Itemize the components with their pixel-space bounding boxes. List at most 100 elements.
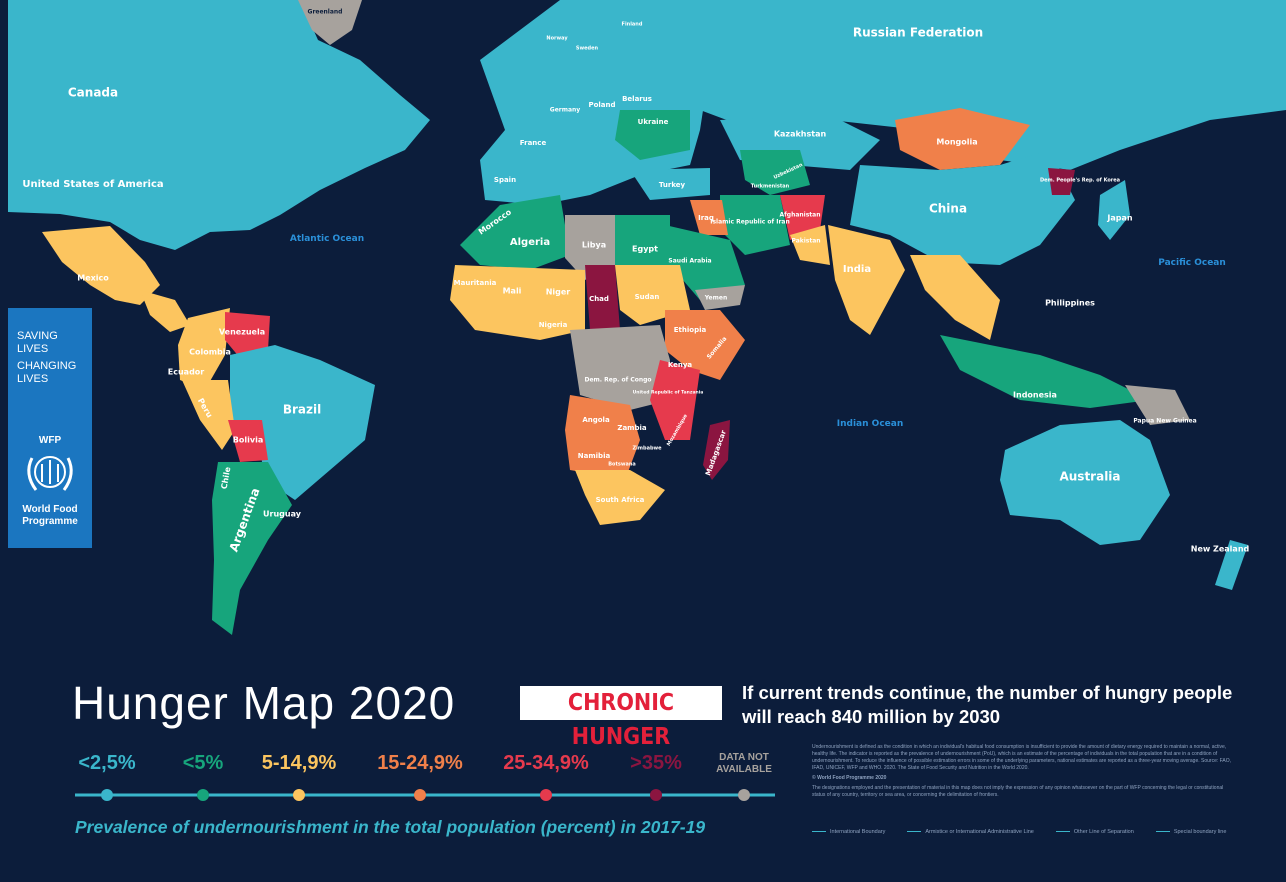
land — [695, 285, 745, 310]
world-map: Atlantic Ocean Pacific Ocean Indian Ocea… — [8, 0, 1286, 635]
land — [230, 345, 375, 500]
country-label: Libya — [582, 241, 606, 250]
land — [228, 420, 268, 462]
legend-label: <5% — [182, 752, 224, 774]
land — [575, 470, 665, 525]
land — [790, 225, 830, 265]
logo-text: WFP — [38, 435, 62, 446]
land — [665, 225, 745, 300]
country-label: Finland — [622, 22, 643, 28]
country-label: France — [520, 139, 547, 147]
country-label: New Zealand — [1191, 545, 1250, 554]
country-label: Kazakhstan — [774, 130, 827, 139]
land — [703, 420, 730, 480]
country-label: China — [929, 202, 967, 216]
country-label: United Republic of Tanzania — [633, 390, 704, 396]
country-label: Angola — [582, 416, 610, 424]
country-label: Iraq — [698, 214, 714, 222]
country-label: Australia — [1059, 470, 1120, 484]
country-label: Chile — [220, 466, 233, 490]
land — [615, 215, 670, 265]
boundary-type: Other Line of Separation — [1056, 829, 1134, 835]
tagline: If current trends continue, the number o… — [742, 682, 1233, 727]
country-label: Belarus — [622, 95, 652, 103]
land — [910, 255, 1000, 340]
country-label: United States of America — [22, 179, 163, 190]
legend-dot — [540, 789, 552, 801]
land — [700, 0, 1286, 170]
country-label: Poland — [588, 101, 615, 109]
land — [570, 325, 670, 410]
org-name: World Food Programme — [22, 504, 78, 527]
country-label: Afghanistan — [780, 212, 821, 219]
country-label: Ethiopia — [674, 326, 707, 334]
legend-label: >35% — [630, 752, 682, 774]
land — [690, 200, 728, 235]
country-label: India — [843, 264, 871, 275]
country-label: Ecuador — [168, 368, 205, 377]
land — [650, 360, 700, 440]
country-label: Colombia — [189, 348, 231, 357]
land — [1125, 385, 1190, 425]
country-label: Zimbabwe — [632, 446, 662, 452]
title: Hunger Map 2020 — [72, 677, 456, 729]
country-label: Sudan — [635, 293, 660, 301]
country-label: Mauritania — [454, 279, 497, 287]
country-label: Uruguay — [263, 510, 302, 519]
country-label: Islamic Republic of Iran — [710, 219, 790, 226]
ocean-label: Atlantic Ocean — [290, 234, 364, 244]
note: Undernourishment is defined as the condi… — [812, 744, 1232, 771]
legend-dot — [738, 789, 750, 801]
country-label: Pakistan — [791, 238, 820, 245]
country-label: Botswana — [608, 462, 636, 468]
country-label: Turkmenistan — [751, 184, 790, 190]
land — [1000, 420, 1170, 545]
land — [828, 225, 905, 335]
country-label: Mexico — [77, 274, 109, 283]
country-label: Ukraine — [638, 118, 669, 126]
land — [8, 0, 430, 250]
land — [850, 150, 1075, 265]
land — [585, 265, 620, 330]
country-label: Indonesia — [1013, 391, 1057, 400]
legend-label: DATA NOT AVAILABLE — [716, 752, 772, 775]
country-label: Saudi Arabia — [668, 258, 711, 265]
land — [460, 195, 570, 270]
ocean-label: Pacific Ocean — [1158, 258, 1226, 268]
land — [720, 195, 790, 255]
country-label: Philippines — [1045, 299, 1095, 308]
country-label: Kenya — [668, 361, 693, 369]
land — [630, 168, 710, 200]
land — [565, 395, 640, 480]
ocean-label: Indian Ocean — [837, 419, 903, 429]
land — [1048, 168, 1075, 195]
country-label: Greenland — [308, 9, 343, 16]
land — [565, 215, 615, 280]
land — [1098, 180, 1130, 240]
country-label: Dem. Rep. of Congo — [584, 377, 651, 384]
country-label: Spain — [494, 176, 516, 184]
country-label: Norway — [546, 36, 568, 42]
country-label: Namibia — [578, 452, 611, 460]
country-label: Japan — [1106, 214, 1133, 223]
wfp-emblem — [27, 456, 73, 491]
sidebar-text: CHANGING LIVES — [17, 360, 77, 385]
legend-label: 5-14,9% — [261, 752, 337, 774]
legend-dot — [197, 789, 209, 801]
country-label: Sweden — [576, 46, 599, 52]
land — [298, 0, 362, 45]
land — [140, 290, 190, 332]
land — [665, 310, 745, 380]
land — [940, 335, 1150, 408]
land — [225, 312, 270, 358]
land — [212, 462, 292, 635]
land — [1215, 540, 1248, 590]
legend-scale — [75, 789, 775, 801]
country-label: Chad — [589, 295, 609, 303]
legend-dot — [101, 789, 113, 801]
notes: Undernourishment is defined as the condi… — [812, 744, 1232, 802]
land — [615, 110, 690, 160]
country-label: Canada — [68, 86, 118, 100]
land — [450, 265, 585, 340]
